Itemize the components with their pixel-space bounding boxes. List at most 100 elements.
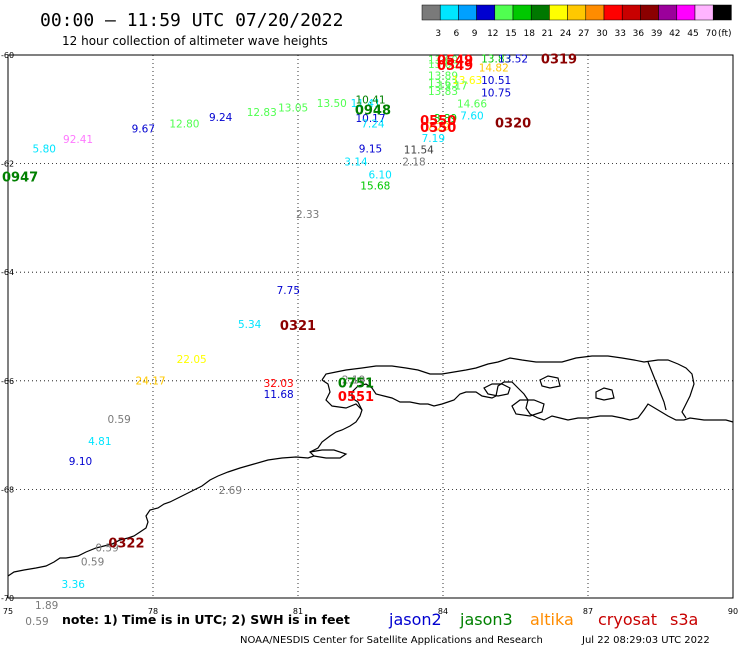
- pass-time: 0322: [108, 537, 144, 552]
- coastline-spur: [647, 361, 667, 411]
- pass-time: 0549: [437, 53, 473, 68]
- swh-value: 10.75: [481, 87, 511, 99]
- legend-tick-label: 24: [560, 29, 572, 39]
- legend-tick-label: 36: [633, 29, 645, 39]
- swh-value: 3.14: [344, 156, 368, 168]
- swh-value: 7.29: [426, 122, 449, 134]
- satellite-name: jason2: [388, 610, 442, 629]
- pass-time: 0319: [541, 52, 577, 67]
- swh-value: 12.83: [247, 107, 277, 119]
- swh-value: 2.33: [296, 209, 319, 221]
- swh-value: 14.66: [457, 98, 487, 110]
- pass-time: 0947: [2, 171, 38, 186]
- legend-swatch: [621, 4, 641, 21]
- swh-value: 2.18: [402, 156, 425, 168]
- legend-tick-label: 15: [505, 29, 516, 39]
- legend-swatch: [530, 4, 550, 21]
- lat-tick-label: -66: [1, 377, 14, 386]
- legend-tick-label: 3: [435, 29, 441, 39]
- legend-swatch: [439, 4, 459, 21]
- swh-value: 7.24: [361, 118, 385, 130]
- satellite-name: jason3: [459, 610, 513, 629]
- swh-value: 12.80: [169, 118, 199, 130]
- swh-value: 13.63: [452, 75, 482, 87]
- swh-value: 13.05: [278, 103, 308, 115]
- legend-tick-label: 70: [705, 29, 717, 39]
- island-3: [539, 375, 561, 389]
- antarctic-coastline: [7, 355, 734, 577]
- legend-swatch: [658, 4, 678, 21]
- swh-value: 10.17: [355, 113, 385, 125]
- swh-value: 5.80: [33, 143, 56, 155]
- legend-swatch: [458, 4, 477, 21]
- coastline-mainland: [7, 381, 734, 577]
- map-frame: [7, 54, 734, 599]
- legend-tick-label: 27: [578, 29, 589, 39]
- swh-value: 13.52: [498, 53, 528, 65]
- lon-tick-label: 87: [583, 607, 593, 616]
- swh-value: 8.89: [434, 113, 457, 125]
- swh-value: 7.60: [460, 110, 483, 122]
- lon-tick-label: 81: [293, 607, 303, 616]
- page-title: 00:00 – 11:59 UTC 07/20/2022: [40, 10, 343, 31]
- swh-value: 14.82: [479, 62, 509, 74]
- legend-swatch: [603, 4, 623, 21]
- satellite-legend: jason2 jason3 altika cryosat s3a: [388, 610, 698, 629]
- legend-swatch: [640, 4, 659, 21]
- legend-tick-label: 12: [487, 29, 498, 39]
- legend-swatch: [712, 4, 732, 21]
- legend-tick-label: 42: [669, 29, 680, 39]
- island-1: [483, 383, 511, 397]
- legend-tick-label: 9: [472, 29, 478, 39]
- legend-swatch: [421, 4, 441, 21]
- lat-lon-grid: [8, 55, 733, 598]
- swh-value: 7.19: [422, 133, 445, 145]
- swh-value: 13.50: [317, 98, 347, 110]
- lat-tick-label: -64: [1, 268, 14, 277]
- swh-value: 13.83: [481, 53, 511, 65]
- pass-time: 0551: [338, 390, 374, 405]
- legend-unit: (ft): [718, 29, 732, 39]
- legend-swatch: [494, 4, 514, 21]
- legend-tick-label: 6: [454, 29, 460, 39]
- footnote: note: 1) Time is in UTC; 2) SWH is in fe…: [62, 612, 350, 627]
- lat-tick-label: -60: [1, 51, 14, 60]
- swh-value: 13.89: [428, 71, 458, 83]
- swh-value: 13.63: [428, 78, 458, 90]
- swh-color-legend: 3 6 9 12 15 18 21 24 27 30 33 36 39 42 45 70: [421, 4, 732, 39]
- swh-value: 2.69: [219, 485, 242, 497]
- swh-value: 15.68: [360, 180, 390, 192]
- swh-value: 11.54: [404, 144, 434, 156]
- legend-swatch: [585, 4, 605, 21]
- swh-value: 32.03: [264, 378, 294, 390]
- swh-value: 13.60: [428, 54, 458, 66]
- satellite-name: altika: [530, 610, 574, 629]
- swh-value: 13.60: [428, 59, 458, 71]
- satellite-name: cryosat: [598, 610, 657, 629]
- coastline-ice-shelf: [321, 355, 695, 419]
- legend-tick-label: 21: [542, 29, 553, 39]
- swh-value: 2.19: [342, 375, 365, 387]
- pass-time: 0948: [355, 103, 391, 118]
- swh-value: 7.75: [277, 285, 300, 297]
- island-4: [595, 387, 615, 401]
- pass-time: 0751: [338, 376, 374, 391]
- swh-value: 0.59: [95, 543, 118, 555]
- credit-line: NOAA/NESDIS Center for Satellite Applica…: [240, 635, 543, 646]
- legend-tick-label: 39: [651, 29, 663, 39]
- pass-time: 0550: [420, 121, 456, 136]
- swh-value: 11.41: [351, 98, 381, 110]
- pass-time: 0549: [437, 59, 473, 74]
- legend-tick-label: 30: [596, 29, 608, 39]
- page-subtitle: 12 hour collection of altimeter wave hei…: [62, 34, 328, 48]
- swh-value: 9.15: [359, 143, 382, 155]
- swh-value: 9.24: [209, 112, 233, 124]
- swh-value: 3.36: [62, 579, 86, 591]
- swh-value: 6.10: [368, 169, 391, 181]
- legend-tick-label: 18: [523, 29, 535, 39]
- swh-value: 0.59: [25, 616, 48, 628]
- swh-value: 9.10: [69, 456, 92, 468]
